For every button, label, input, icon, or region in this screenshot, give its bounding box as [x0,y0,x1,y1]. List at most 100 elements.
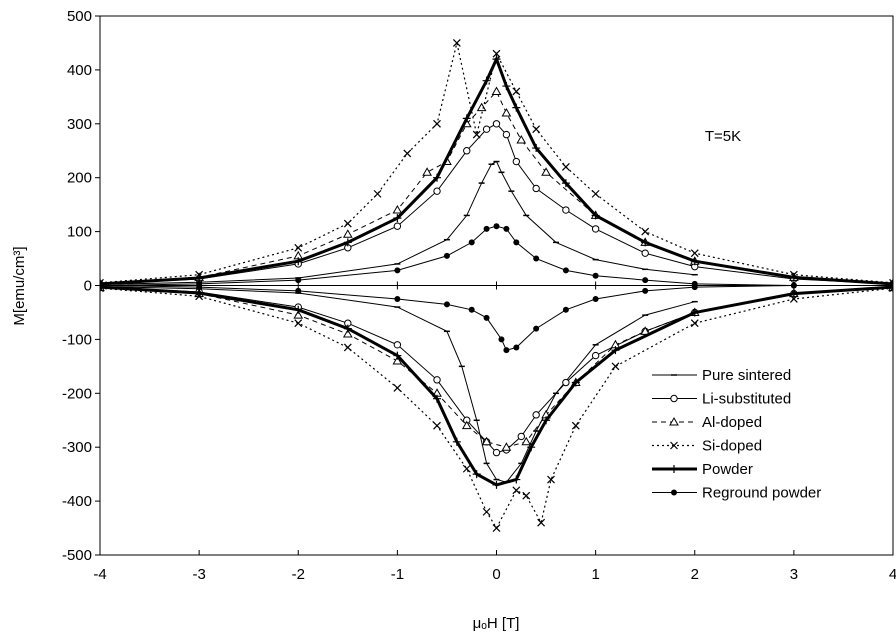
legend-reground-powder-label: Reground powder [702,485,821,502]
series-powder-point [561,179,570,188]
series-si-doped-point [294,243,303,252]
temperature-annotation: T=5K [705,128,741,145]
series-si-doped-point [512,87,521,96]
series-li-substituted-point [517,432,525,441]
series-si-doped-point [343,343,352,352]
series-li-substituted-point [433,187,441,195]
series-pure-sintered-lower-line [100,286,695,483]
series-powder-point [502,82,511,91]
series-reground-powder-point [196,284,203,291]
legend-al-doped-label: Al-doped [702,414,762,431]
y-tick-label: 200 [67,170,92,187]
y-tick-label: 300 [67,116,92,133]
series-li-substituted-lower-line [100,286,893,454]
series-reground-powder-point [562,267,569,274]
series-reground-powder-point [562,306,569,313]
series-reground-powder-point [503,347,510,354]
x-tick-label: 0 [492,566,500,583]
series-si-doped-point [452,39,461,47]
legend-reground-powder-point [671,489,677,496]
series-li-substituted-point [532,184,540,193]
series-al-doped-point [501,442,512,451]
series-al-doped-point [491,86,502,95]
series-powder-point [690,308,699,317]
series-al-doped-point [392,205,403,214]
series-si-doped-point [537,518,546,527]
series-powder-point [789,289,798,298]
x-tick-label: -4 [93,566,106,583]
series-powder-point [100,283,104,292]
series-si-doped-point [641,227,650,236]
series-reground-powder-point [394,295,401,302]
series-reground-powder-point [498,336,505,343]
series-si-doped-upper-line [100,42,893,284]
legend: Pure sintered Li-substituted Al-doped Si-do… [652,367,821,502]
series-powder-point [343,324,352,333]
axes: -500 -400 -300 -200 -100 0 100 200 300 400 500 -4 -3… [62,8,896,583]
series-si-doped-point [492,49,501,58]
series-powder-point [542,416,551,425]
x-tick-label: 4 [889,566,896,583]
legend-li-substituted-point [670,394,678,403]
series-reground-powder-point [642,277,649,284]
series-si-doped-point [403,149,412,158]
series-al-doped-point [541,167,551,176]
legend-powder-label: Powder [702,461,753,478]
series-si-doped-point [343,219,352,228]
series-powder-point [482,76,491,85]
series-reground-powder-point [513,239,520,246]
series-powder-point [889,283,893,292]
series-si-doped [100,39,893,532]
series-li-substituted-point [512,157,521,166]
series-powder-point [641,238,650,247]
series-reground-powder-point [295,277,302,284]
series-si-doped-point [373,189,382,198]
series-si-doped-point [571,421,580,430]
series-powder-point [393,214,402,223]
series-reground-powder-point [592,295,599,302]
series-powder-point [512,103,521,112]
legend-si-doped-point [670,441,678,450]
series-al-doped-point [392,355,403,365]
series-powder-point [690,257,699,266]
x-axis-label: μₒH [T] [473,615,520,632]
series-powder-point [393,351,402,360]
series-si-doped-point [611,362,620,371]
series-reground-powder-point [890,282,893,289]
series-powder-point [195,273,204,282]
series-li-substituted-point [532,411,540,419]
y-tick-label: -300 [62,439,92,456]
y-tick-label: -400 [62,493,92,510]
y-tick-label: 0 [84,278,92,295]
series-si-doped-point [547,475,555,484]
series-reground-powder-point [443,301,450,308]
legend-pure-sintered-label: Pure sintered [702,367,791,384]
series-li-substituted-point [463,147,471,155]
x-tick-label: -3 [192,566,205,583]
series-si-doped-point [690,319,699,328]
series-li-substituted-point [492,448,501,457]
series-li-substituted-point [393,341,402,349]
series-powder [100,55,893,489]
series-powder-point [433,394,442,403]
series-reground-powder-point [533,325,540,332]
series-si-doped-point [492,524,501,532]
series-powder-point [294,305,303,314]
series-powder-point [433,173,442,182]
series-reground-powder-point [513,344,520,351]
series-al-doped-point [293,310,304,319]
series-reground-powder-point [443,252,450,259]
series-reground-powder-point [100,282,103,289]
series-powder-point [527,443,536,452]
x-tick-label: 1 [591,566,599,583]
x-tick-label: -2 [292,566,305,583]
series-powder-point [611,346,620,355]
y-tick-label: 500 [67,8,92,25]
series-powder-point [789,273,798,282]
y-tick-label: -200 [62,385,92,402]
series-reground-powder-point [483,225,490,232]
series-reground-powder-point [642,287,649,294]
series-si-doped-point [462,464,471,473]
series-al-doped-point [422,167,432,176]
series-reground-powder-point [394,267,401,274]
